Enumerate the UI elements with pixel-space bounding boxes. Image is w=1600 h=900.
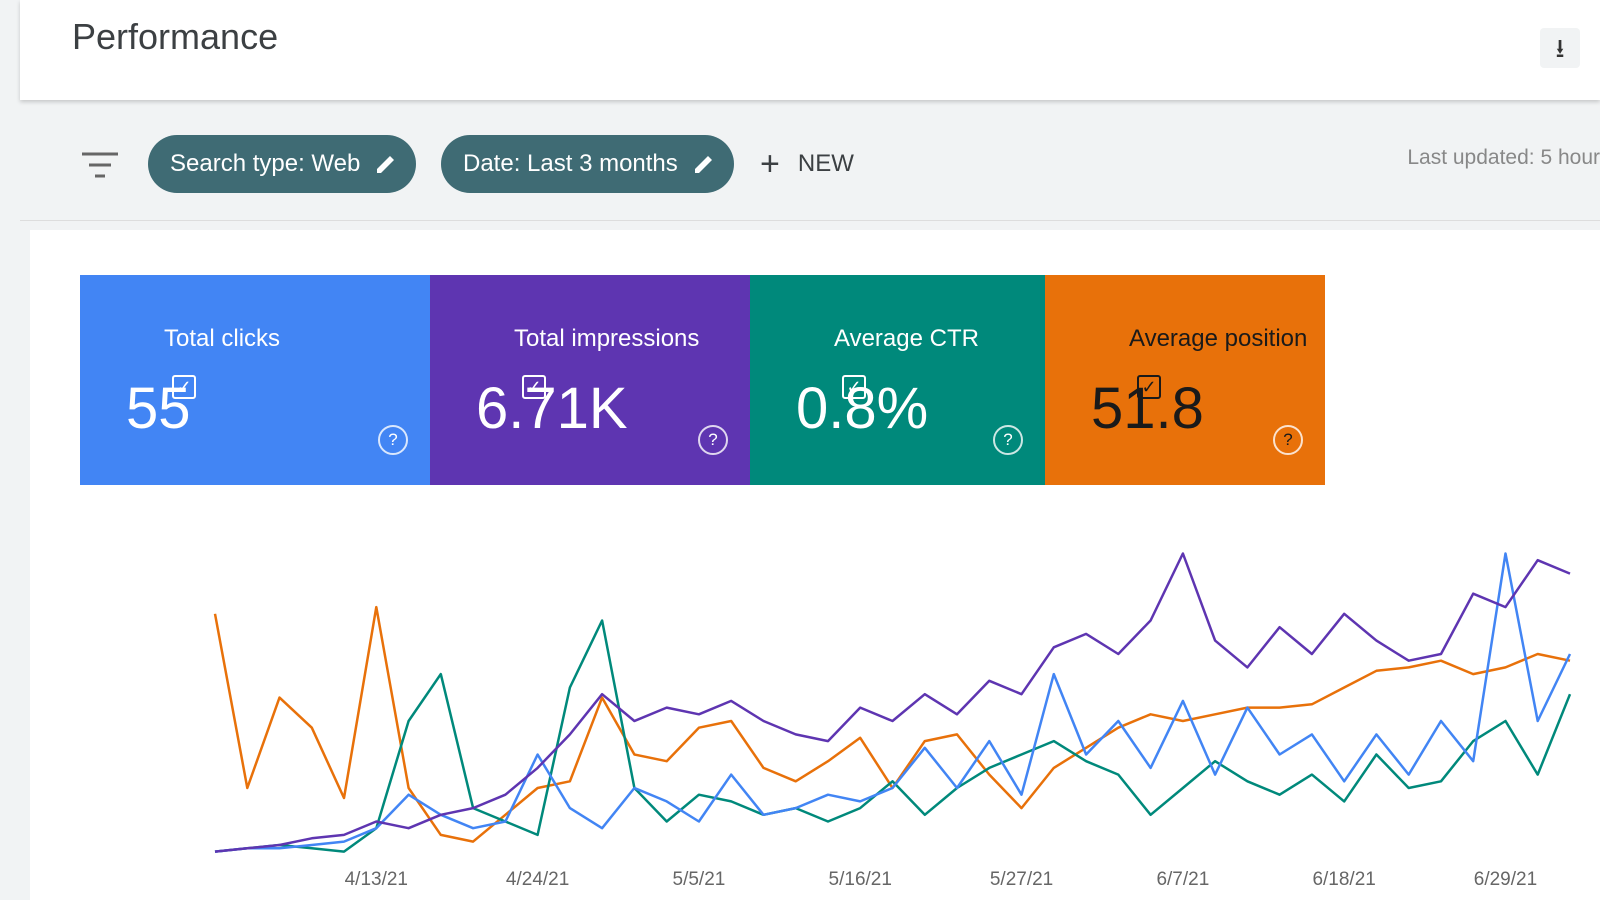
metric-checkbox[interactable]: ✓ xyxy=(522,375,546,399)
chip-label: Date: Last 3 months xyxy=(463,150,678,177)
x-tick-label: 6/7/21 xyxy=(1156,869,1209,890)
help-icon[interactable]: ? xyxy=(993,425,1023,455)
metric-cards: ✓ Total clicks 55? ✓ Total impressions 6.71K?… xyxy=(80,275,1325,485)
metric-card[interactable]: ✓ Average position 51.8? xyxy=(1045,275,1325,485)
header: Performance ⭳ xyxy=(20,0,1600,100)
series-line xyxy=(214,552,1571,853)
metric-checkbox[interactable]: ✓ xyxy=(842,375,866,399)
metric-name: Total clicks xyxy=(164,325,281,352)
x-tick-label: 6/18/21 xyxy=(1312,869,1375,890)
edit-icon xyxy=(694,156,712,173)
metric-value: 55 xyxy=(126,376,191,441)
metric-value: 6.71K xyxy=(476,376,628,441)
metric-value: 0.8% xyxy=(796,376,929,441)
metric-checkbox[interactable]: ✓ xyxy=(1137,375,1161,399)
x-tick-label: 5/27/21 xyxy=(990,869,1053,890)
help-icon[interactable]: ? xyxy=(1273,425,1303,455)
series-line xyxy=(213,605,1571,843)
filter-chip[interactable]: Date: Last 3 months xyxy=(441,135,734,193)
x-tick-label: 5/5/21 xyxy=(673,869,726,890)
x-tick-label: 4/13/21 xyxy=(345,869,408,890)
plus-icon: + xyxy=(760,145,780,183)
chip-label: Search type: Web xyxy=(170,150,361,177)
filter-icon[interactable] xyxy=(80,150,120,180)
new-filter-button[interactable]: + NEW xyxy=(760,145,854,184)
x-tick-label: 4/24/21 xyxy=(506,869,569,890)
report-panel: ✓ Total clicks 55? ✓ Total impressions 6.71K?… xyxy=(30,230,1600,900)
metric-name: Total impressions xyxy=(514,325,700,352)
x-tick-label: 6/29/21 xyxy=(1474,869,1537,890)
metric-card[interactable]: ✓ Total impressions 6.71K? xyxy=(430,275,750,485)
metric-label: ✓ Average position xyxy=(1091,325,1308,399)
new-label: NEW xyxy=(797,150,854,177)
edit-icon xyxy=(377,156,395,173)
metric-label: ✓ Average CTR xyxy=(796,325,979,399)
help-icon[interactable]: ? xyxy=(698,425,728,455)
metric-name: Average position xyxy=(1129,325,1308,352)
series-line xyxy=(214,619,1572,853)
metric-name: Average CTR xyxy=(834,325,979,352)
metric-checkbox[interactable]: ✓ xyxy=(172,375,196,399)
download-button[interactable]: ⭳ xyxy=(1540,28,1580,68)
metric-card[interactable]: ✓ Total clicks 55? xyxy=(80,275,430,485)
metric-value: 51.8 xyxy=(1091,376,1204,441)
metric-label: ✓ Total impressions xyxy=(476,325,700,399)
last-updated: Last updated: 5 hour xyxy=(1407,146,1600,169)
metric-card[interactable]: ✓ Average CTR 0.8%? xyxy=(750,275,1045,485)
x-tick-label: 5/16/21 xyxy=(829,869,892,890)
filter-bar: Search type: Web Date: Last 3 months + NE… xyxy=(20,110,1600,221)
chart: 4/13/21 4/24/21 5/5/21 5/16/21 5/27/21 6/7/21… xyxy=(213,552,1572,890)
page-title: Performance xyxy=(72,16,279,57)
series-line xyxy=(214,552,1572,853)
filter-chip[interactable]: Search type: Web xyxy=(148,135,417,193)
metric-label: ✓ Total clicks xyxy=(126,325,281,399)
help-icon[interactable]: ? xyxy=(378,425,408,455)
